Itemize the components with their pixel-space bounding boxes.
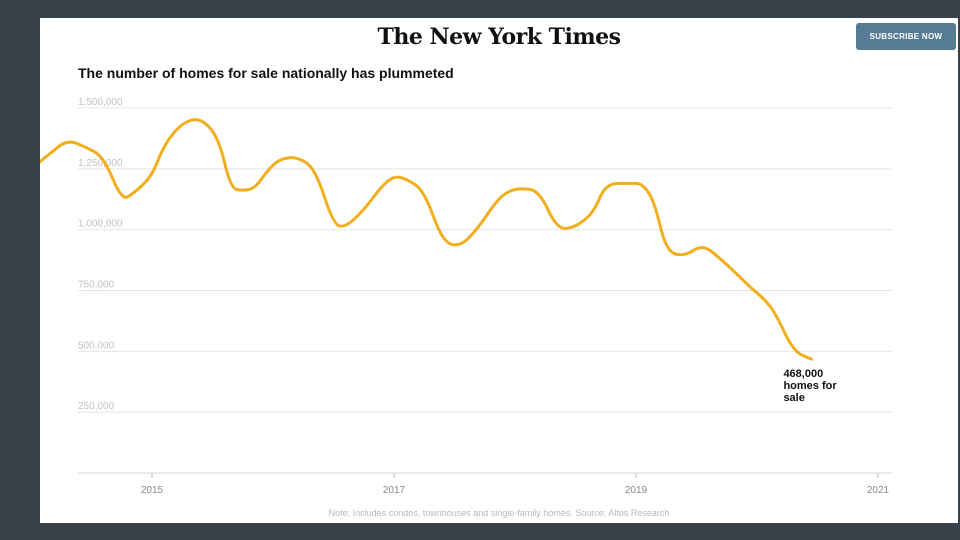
y-tick-label: 750,000 — [78, 280, 115, 291]
line-chart: 250,000 500,000 750,000 1,000,000 1,250,000 1… — [40, 97, 892, 496]
x-tick-label: 2021 — [867, 485, 890, 496]
series-line — [40, 118, 813, 361]
bottom-bar — [0, 523, 960, 540]
x-tick-label: 2019 — [625, 485, 648, 496]
subscribe-button[interactable]: SUBSCRIBE NOW — [856, 23, 956, 50]
masthead-logo[interactable]: The New York Times — [377, 24, 621, 50]
article-page: The New York Times SUBSCRIBE NOW The num… — [40, 18, 958, 523]
x-tick-label: 2015 — [141, 485, 164, 496]
y-tick-label: 500,000 — [78, 340, 115, 351]
x-tick-label: 2017 — [383, 485, 406, 496]
y-tick-label: 1,000,000 — [78, 219, 123, 230]
chart-note: Note: Includes condos, townhouses and si… — [328, 508, 670, 518]
chart-title: The number of homes for sale nationally … — [78, 65, 454, 81]
y-tick-label: 1,250,000 — [78, 158, 123, 169]
y-tick-label: 250,000 — [78, 401, 115, 412]
y-tick-label: 1,500,000 — [78, 97, 123, 108]
end-annotation: 468,000 homes for sale — [783, 368, 837, 404]
